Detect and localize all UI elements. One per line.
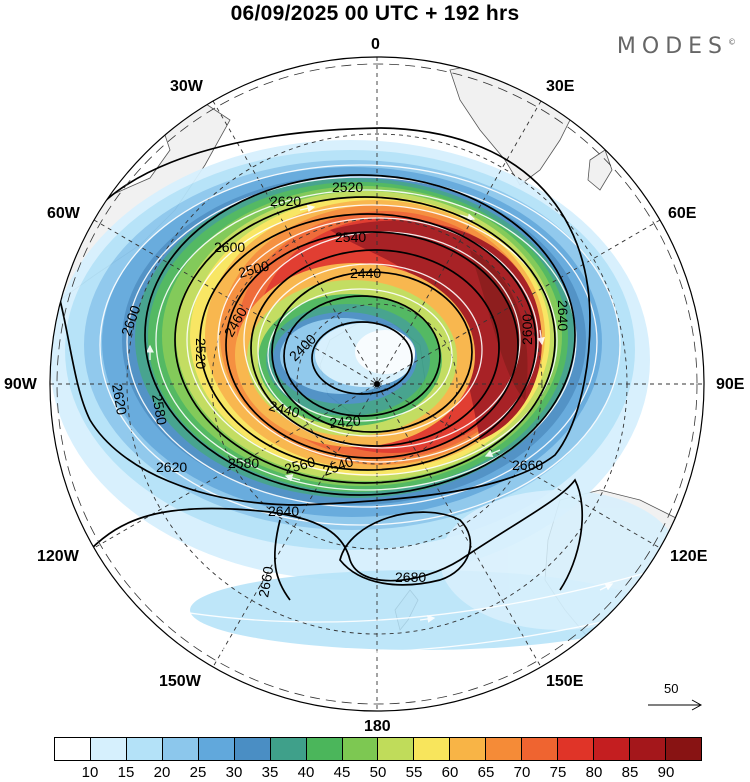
- colorbar-swatch: [342, 738, 379, 760]
- colorbar-swatch: [594, 738, 630, 760]
- colorbar-tick-label: 30: [225, 764, 243, 781]
- lon-label-90w: 90W: [4, 376, 37, 393]
- map-disk: [50, 57, 704, 711]
- colorbar-swatch: [414, 738, 451, 760]
- colorbar: [54, 737, 702, 761]
- lon-label-30w: 30W: [170, 78, 203, 95]
- south-pole-marker: [374, 381, 380, 387]
- vector-scale-arrow: [648, 699, 703, 711]
- colorbar-swatch: [378, 738, 415, 760]
- contour-label-2: 2540: [335, 229, 366, 245]
- colorbar-swatch: [486, 738, 523, 760]
- contour-label-5: 2500: [237, 257, 271, 281]
- colorbar-tick-label: 60: [441, 764, 459, 781]
- colorbar-tick-label: 90: [657, 764, 675, 781]
- polar-map: 2520 2540 2620 2600 2500 2440 2460 2400 …: [49, 56, 705, 712]
- colorbar-tick-label: 40: [297, 764, 315, 781]
- colorbar-tick-label: 65: [477, 764, 495, 781]
- colorbar-tick-label: 70: [513, 764, 531, 781]
- map-boundary: [49, 56, 705, 712]
- contour-label-21: 2660: [512, 457, 543, 473]
- colorbar-swatch: [306, 738, 343, 760]
- colorbar-swatch: [270, 738, 307, 760]
- colorbar-tick-label: 75: [549, 764, 567, 781]
- contour-label-6: 2440: [350, 265, 381, 281]
- height-contours: [59, 127, 591, 601]
- vector-scale-label: 50: [664, 681, 679, 696]
- lon-label-90e: 90E: [716, 376, 745, 393]
- colorbar-swatch: [126, 738, 163, 760]
- contour-label-4: 2600: [214, 239, 245, 255]
- polar-calm: [355, 330, 415, 374]
- colorbar-swatch: [162, 738, 199, 760]
- lon-label-0: 0: [371, 36, 380, 53]
- contour-label-20: 2620: [156, 459, 187, 475]
- contour-label-15: 2440: [267, 397, 301, 421]
- colorbar-tick-label: 55: [405, 764, 423, 781]
- colorbar-swatch: [522, 738, 559, 760]
- lon-label-150e: 150E: [546, 673, 584, 690]
- contour-label-24: 2680: [395, 569, 426, 585]
- indian-jet: [440, 490, 680, 630]
- graticule: [50, 57, 704, 711]
- brand-logo: MODES©: [617, 34, 736, 59]
- contour-label-17: 2580: [228, 455, 259, 471]
- lon-label-120e: 120E: [670, 548, 708, 565]
- colorbar-tick-label: 85: [621, 764, 639, 781]
- speed-core-90: [470, 250, 528, 400]
- colorbar-ticks: 10 15 20 25 30 35 40 45 50 55 60 65 70 75 80 85 90: [54, 764, 702, 782]
- colorbar-swatch: [90, 738, 127, 760]
- brand-text: MODES: [616, 34, 728, 59]
- colorbar-tick-label: 25: [189, 764, 207, 781]
- lon-label-30e: 30E: [546, 78, 575, 95]
- colorbar-swatch: [55, 738, 91, 760]
- contour-label-16: 2420: [329, 412, 362, 431]
- colorbar-swatch: [234, 738, 271, 760]
- contour-label-3: 2620: [270, 193, 301, 209]
- plot-title: 06/09/2025 00 UTC + 192 hrs: [230, 2, 520, 25]
- contour-label-10: 2580: [149, 393, 170, 427]
- colorbar-swatch: [630, 738, 666, 760]
- contour-label-22: 2640: [268, 503, 299, 519]
- map-boundary-dashed: [56, 63, 698, 705]
- colorbar-swatch: [665, 738, 701, 760]
- contour-label-12: 2640: [555, 300, 571, 331]
- colorbar-swatch: [198, 738, 235, 760]
- colorbar-tick-label: 10: [81, 764, 99, 781]
- lon-label-180: 180: [364, 718, 391, 735]
- colorbar-tick-label: 20: [153, 764, 171, 781]
- colorbar-swatch: [558, 738, 595, 760]
- contour-label-11: 2520: [193, 338, 209, 369]
- colorbar-swatch: [450, 738, 487, 760]
- lon-label-150w: 150W: [159, 673, 201, 690]
- brand-mark: ©: [728, 37, 736, 47]
- colorbar-tick-label: 15: [117, 764, 135, 781]
- contour-label-18: 2560: [283, 453, 317, 477]
- colorbar-tick-label: 50: [369, 764, 387, 781]
- contour-label-14: 2600: [519, 314, 535, 345]
- colorbar-tick-label: 80: [585, 764, 603, 781]
- lon-label-120w: 120W: [37, 548, 79, 565]
- contour-label-23: 2660: [255, 565, 276, 599]
- lon-label-60e: 60E: [668, 205, 697, 222]
- lon-label-60w: 60W: [47, 205, 80, 222]
- contour-label-13: 2620: [109, 383, 130, 417]
- colorbar-tick-label: 45: [333, 764, 351, 781]
- contour-label-1: 2520: [332, 179, 363, 195]
- colorbar-tick-label: 35: [261, 764, 279, 781]
